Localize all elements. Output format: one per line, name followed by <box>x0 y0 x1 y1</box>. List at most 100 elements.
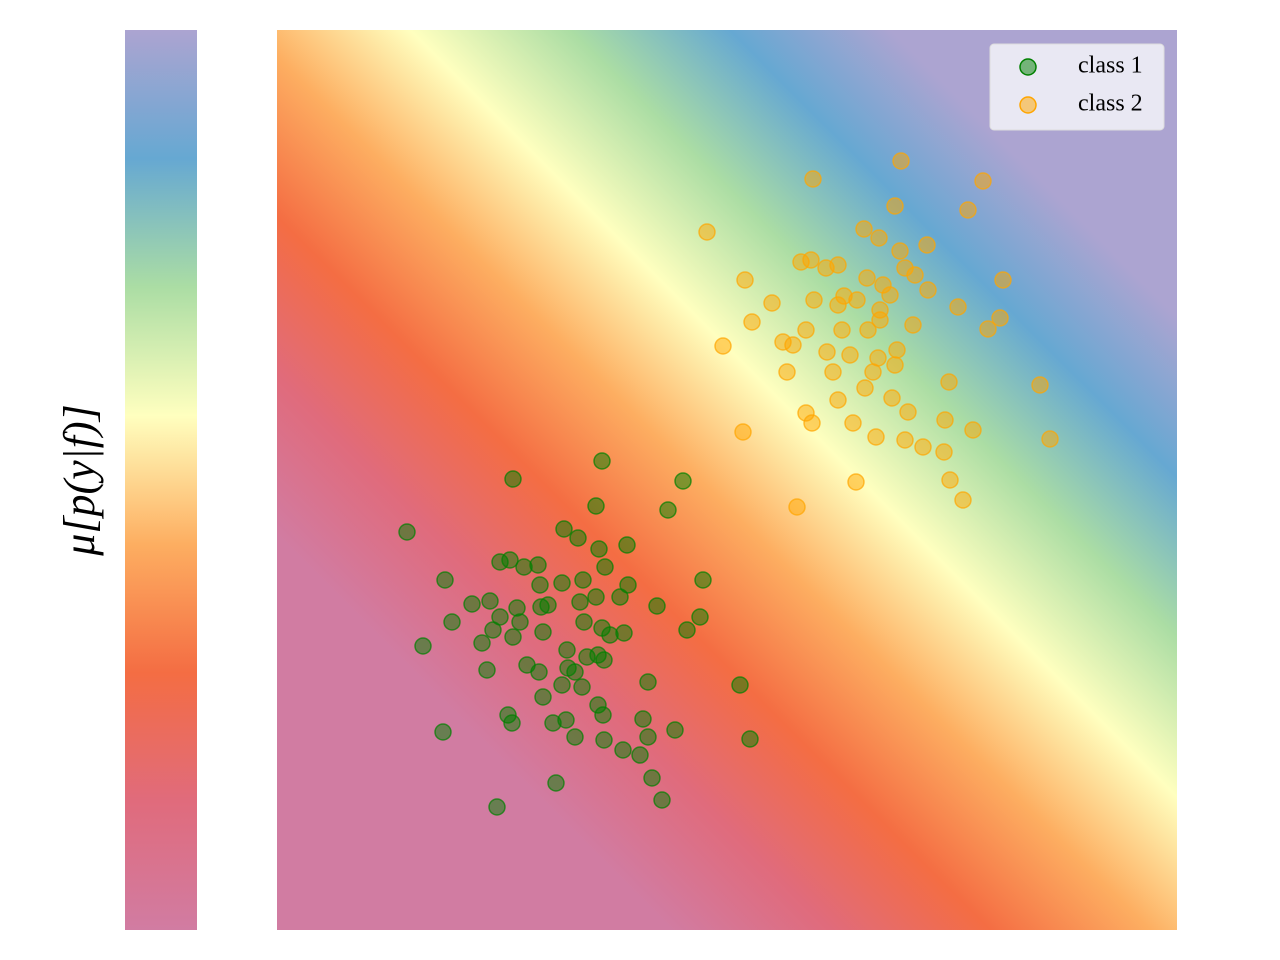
point <box>463 595 481 613</box>
point <box>763 294 781 312</box>
point <box>594 706 612 724</box>
point <box>631 746 649 764</box>
point <box>805 291 823 309</box>
point <box>569 529 587 547</box>
point <box>1041 430 1059 448</box>
point <box>547 774 565 792</box>
point <box>804 170 822 188</box>
point <box>855 220 873 238</box>
point <box>802 251 820 269</box>
point <box>659 501 677 519</box>
point <box>574 571 592 589</box>
point <box>797 321 815 339</box>
point <box>503 714 521 732</box>
point <box>639 728 657 746</box>
point <box>824 363 842 381</box>
point <box>1031 376 1049 394</box>
point <box>614 741 632 759</box>
point <box>888 341 906 359</box>
point <box>743 313 761 331</box>
point <box>736 271 754 289</box>
point <box>539 596 557 614</box>
point <box>573 678 591 696</box>
point <box>478 661 496 679</box>
point <box>829 256 847 274</box>
point <box>648 597 666 615</box>
point <box>414 637 432 655</box>
point <box>501 551 519 569</box>
point <box>484 621 502 639</box>
point <box>595 651 613 669</box>
point <box>694 571 712 589</box>
point <box>867 428 885 446</box>
point <box>979 320 997 338</box>
point <box>504 470 522 488</box>
point <box>803 414 821 432</box>
legend: class 1 class 2 <box>989 43 1165 131</box>
point <box>856 379 874 397</box>
legend-marker <box>1019 96 1037 114</box>
point <box>566 728 584 746</box>
point <box>674 472 692 490</box>
point <box>883 389 901 407</box>
point <box>691 608 709 626</box>
point <box>534 623 552 641</box>
point <box>818 343 836 361</box>
point <box>473 634 491 652</box>
point <box>904 316 922 334</box>
point <box>575 613 593 631</box>
point <box>964 421 982 439</box>
point <box>935 443 953 461</box>
point <box>595 731 613 749</box>
point <box>829 391 847 409</box>
point <box>530 663 548 681</box>
point <box>784 336 802 354</box>
point <box>531 576 549 594</box>
point <box>587 588 605 606</box>
point <box>639 673 657 691</box>
legend-label: class 1 <box>1078 53 1143 79</box>
point <box>858 269 876 287</box>
point <box>891 242 909 260</box>
point <box>864 363 882 381</box>
point <box>534 688 552 706</box>
point <box>557 711 575 729</box>
legend-label: class 2 <box>1078 91 1143 117</box>
point <box>788 498 806 516</box>
point <box>619 576 637 594</box>
point <box>881 286 899 304</box>
probability-surface <box>277 30 1177 930</box>
point <box>698 223 716 241</box>
point <box>734 423 752 441</box>
point <box>974 172 992 190</box>
point <box>593 452 611 470</box>
point <box>529 556 547 574</box>
point <box>833 321 851 339</box>
point <box>643 769 661 787</box>
point <box>434 723 452 741</box>
point <box>959 201 977 219</box>
points <box>398 152 1059 816</box>
point <box>731 676 749 694</box>
point <box>555 520 573 538</box>
point <box>741 730 759 748</box>
point <box>954 491 972 509</box>
point <box>618 536 636 554</box>
point <box>634 710 652 728</box>
point <box>590 540 608 558</box>
point <box>896 431 914 449</box>
point <box>994 271 1012 289</box>
point <box>886 197 904 215</box>
point <box>596 558 614 576</box>
point <box>481 592 499 610</box>
point <box>571 593 589 611</box>
point <box>666 721 684 739</box>
point <box>906 266 924 284</box>
point <box>870 229 888 247</box>
point <box>918 236 936 254</box>
point <box>841 346 859 364</box>
point <box>829 296 847 314</box>
point <box>398 523 416 541</box>
